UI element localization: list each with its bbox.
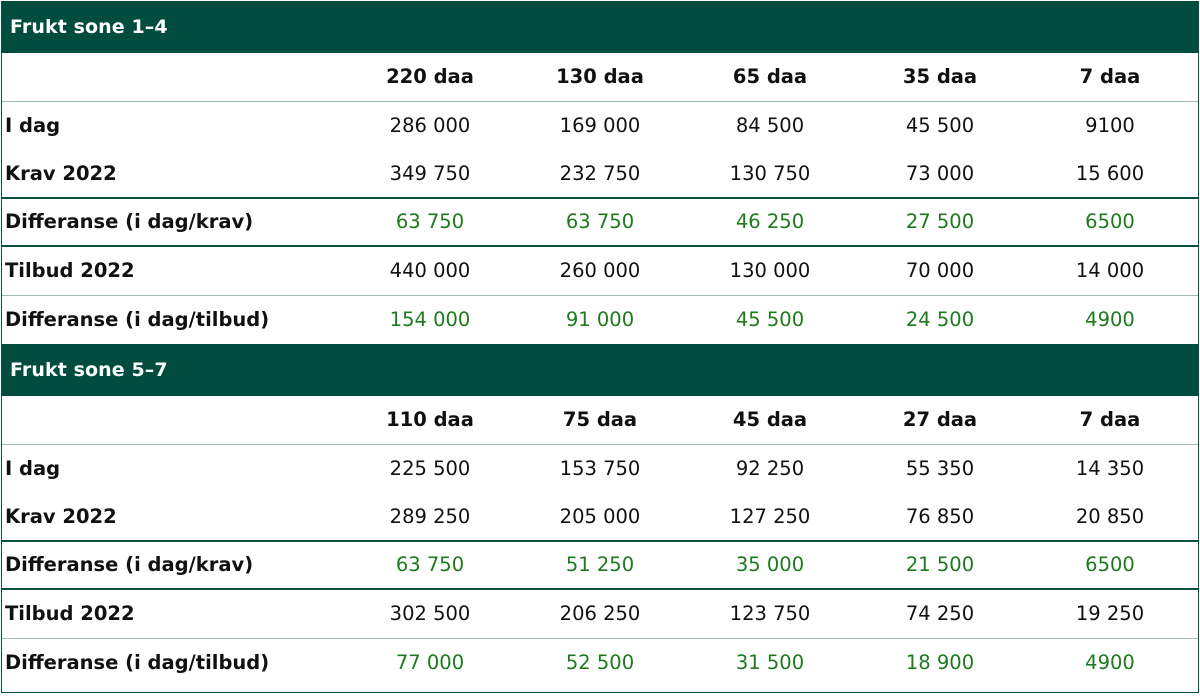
column-header: 35 daa xyxy=(902,65,978,89)
table-cell: 205 000 xyxy=(559,504,641,528)
column-header: 110 daa xyxy=(386,408,474,432)
table-cell: 74 250 xyxy=(905,602,975,626)
table-cell: 286 000 xyxy=(389,114,471,138)
table-cell: 84 500 xyxy=(735,114,805,138)
table-row-difference: Differanse (i dag/krav) 63 750 63 750 46… xyxy=(2,199,1198,247)
row-label: Krav 2022 xyxy=(5,161,117,185)
row-label: Tilbud 2022 xyxy=(5,259,135,283)
difference-cell: 35 000 xyxy=(735,553,805,577)
difference-cell: 46 250 xyxy=(735,210,805,234)
table-cell: 289 250 xyxy=(389,504,471,528)
table-row-difference: Differanse (i dag/tilbud) 154 000 91 000… xyxy=(2,296,1198,345)
table-row-difference: Differanse (i dag/krav) 63 750 51 250 35… xyxy=(2,542,1198,590)
table-cell: 440 000 xyxy=(389,259,471,283)
table-cell: 45 500 xyxy=(905,114,975,138)
column-header: 27 daa xyxy=(902,408,978,432)
header-row: 110 daa 75 daa 45 daa 27 daa 7 daa xyxy=(2,396,1198,445)
table-cell: 260 000 xyxy=(559,259,641,283)
section-frukt-sone-1-4: Frukt sone 1–4 220 daa 130 daa 65 daa 35… xyxy=(2,1,1198,344)
difference-cell: 63 750 xyxy=(395,210,465,234)
row-label: Differanse (i dag/tilbud) xyxy=(5,651,270,675)
table-row-difference: Differanse (i dag/tilbud) 77 000 52 500 … xyxy=(2,639,1198,688)
column-header: 130 daa xyxy=(556,65,644,89)
table-cell: 76 850 xyxy=(905,504,975,528)
table-cell: 55 350 xyxy=(905,457,975,481)
table-row: Tilbud 2022 440 000 260 000 130 000 70 0… xyxy=(2,247,1198,296)
table-row: Krav 2022 289 250 205 000 127 250 76 850… xyxy=(2,493,1198,542)
table-cell: 232 750 xyxy=(559,161,641,185)
table-cell: 206 250 xyxy=(559,602,641,626)
row-label: Tilbud 2022 xyxy=(5,602,135,626)
table-cell: 73 000 xyxy=(905,161,975,185)
table-row: I dag 286 000 169 000 84 500 45 500 9100 xyxy=(2,102,1198,151)
section-title: Frukt sone 1–4 xyxy=(2,1,1198,53)
row-label: I dag xyxy=(5,457,61,481)
difference-cell: 4900 xyxy=(1085,651,1135,675)
difference-cell: 31 500 xyxy=(735,651,805,675)
column-header: 7 daa xyxy=(1079,65,1141,89)
table-cell: 14 000 xyxy=(1075,259,1145,283)
table-cell: 349 750 xyxy=(389,161,471,185)
table-cell: 130 000 xyxy=(729,259,811,283)
column-header: 75 daa xyxy=(562,408,638,432)
difference-cell: 21 500 xyxy=(905,553,975,577)
difference-cell: 18 900 xyxy=(905,651,975,675)
section-title: Frukt sone 5–7 xyxy=(2,344,1198,396)
column-header: 65 daa xyxy=(732,65,808,89)
table-cell: 20 850 xyxy=(1075,504,1145,528)
row-label: Differanse (i dag/krav) xyxy=(5,553,254,577)
table-cell: 19 250 xyxy=(1075,602,1145,626)
table-cell: 92 250 xyxy=(735,457,805,481)
row-label: Krav 2022 xyxy=(5,504,117,528)
difference-cell: 52 500 xyxy=(565,651,635,675)
difference-cell: 45 500 xyxy=(735,308,805,332)
difference-cell: 154 000 xyxy=(389,308,471,332)
table-cell: 14 350 xyxy=(1075,457,1145,481)
table-cell: 127 250 xyxy=(729,504,811,528)
difference-cell: 91 000 xyxy=(565,308,635,332)
difference-cell: 51 250 xyxy=(565,553,635,577)
table-cell: 70 000 xyxy=(905,259,975,283)
table-cell: 15 600 xyxy=(1075,161,1145,185)
column-header: 45 daa xyxy=(732,408,808,432)
difference-cell: 77 000 xyxy=(395,651,465,675)
table-cell: 225 500 xyxy=(389,457,471,481)
row-label: Differanse (i dag/tilbud) xyxy=(5,308,270,332)
difference-cell: 27 500 xyxy=(905,210,975,234)
difference-cell: 63 750 xyxy=(565,210,635,234)
table-row: I dag 225 500 153 750 92 250 55 350 14 3… xyxy=(2,445,1198,494)
table-cell: 130 750 xyxy=(729,161,811,185)
row-label: Differanse (i dag/krav) xyxy=(5,210,254,234)
column-header: 220 daa xyxy=(386,65,474,89)
difference-cell: 6500 xyxy=(1085,553,1135,577)
table-cell: 153 750 xyxy=(559,457,641,481)
row-label: I dag xyxy=(5,114,61,138)
difference-cell: 4900 xyxy=(1085,308,1135,332)
difference-cell: 24 500 xyxy=(905,308,975,332)
table-cell: 123 750 xyxy=(729,602,811,626)
table-cell: 302 500 xyxy=(389,602,471,626)
difference-cell: 6500 xyxy=(1085,210,1135,234)
difference-cell: 63 750 xyxy=(395,553,465,577)
section-frukt-sone-5-7: Frukt sone 5–7 110 daa 75 daa 45 daa 27 … xyxy=(2,344,1198,687)
column-header: 7 daa xyxy=(1079,408,1141,432)
table-cell: 9100 xyxy=(1085,114,1135,138)
table-cell: 169 000 xyxy=(559,114,641,138)
table-row: Tilbud 2022 302 500 206 250 123 750 74 2… xyxy=(2,590,1198,639)
header-row: 220 daa 130 daa 65 daa 35 daa 7 daa xyxy=(2,53,1198,102)
table-row: Krav 2022 349 750 232 750 130 750 73 000… xyxy=(2,150,1198,199)
